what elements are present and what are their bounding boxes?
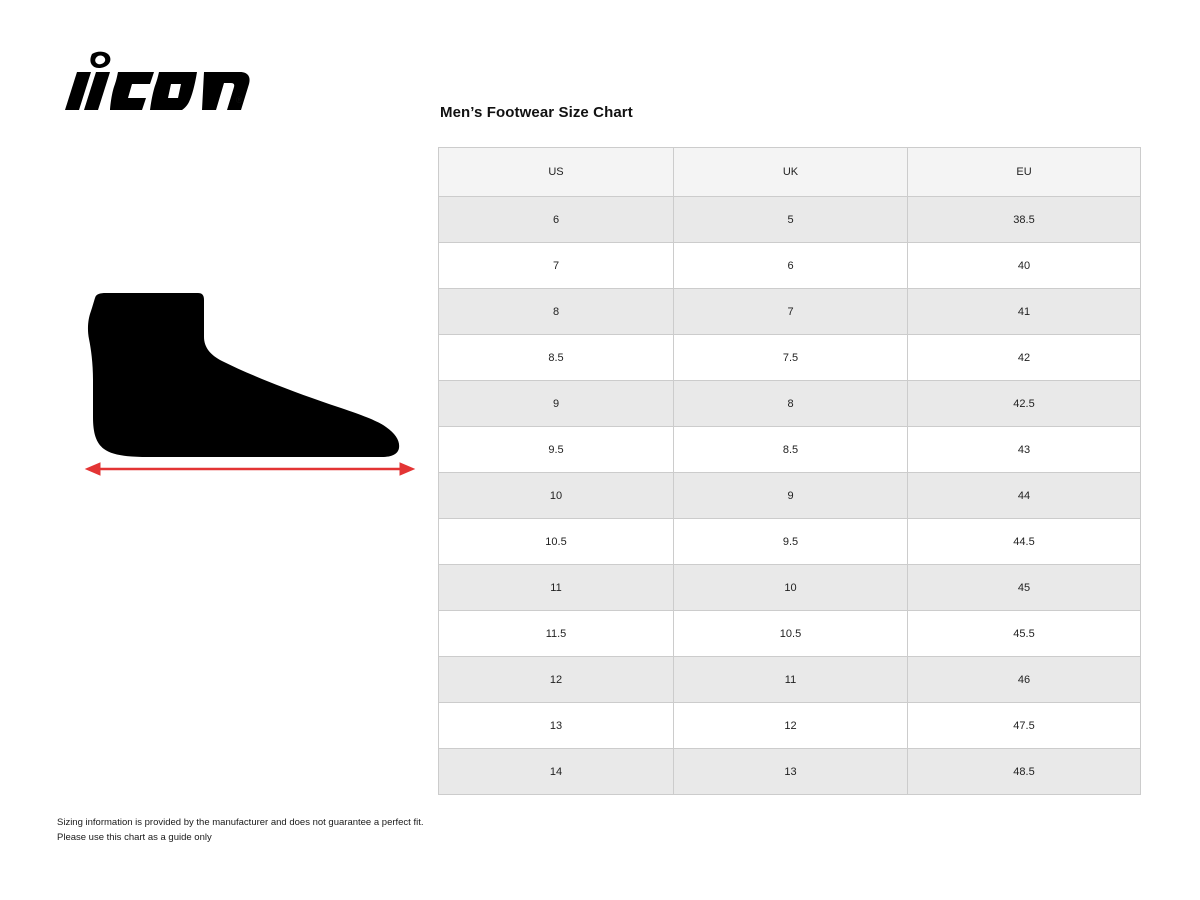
cell-eu: 48.5	[907, 748, 1141, 795]
disclaimer-line-2: Please use this chart as a guide only	[57, 831, 212, 843]
table-row: 9 8 42.5	[438, 380, 1141, 427]
cell-eu: 41	[907, 288, 1141, 335]
cell-uk: 8	[673, 380, 908, 427]
table-row: 10 9 44	[438, 472, 1141, 519]
cell-us: 9	[438, 380, 674, 427]
cell-us: 6	[438, 196, 674, 243]
cell-eu: 45.5	[907, 610, 1141, 657]
size-chart-panel: Men’s Footwear Size Chart US UK EU 6 5 3…	[438, 104, 1141, 795]
cell-uk: 10.5	[673, 610, 908, 657]
cell-eu: 44	[907, 472, 1141, 519]
cell-us: 9.5	[438, 426, 674, 473]
double-headed-measure-arrow-icon	[84, 462, 416, 476]
cell-uk: 6	[673, 242, 908, 289]
column-header-uk: UK	[673, 147, 908, 197]
icon-wordmark-logo	[58, 48, 258, 118]
registered-trademark-icon: ®	[236, 95, 243, 105]
table-row: 14 13 48.5	[438, 748, 1141, 795]
cell-eu: 43	[907, 426, 1141, 473]
table-row: 9.5 8.5 43	[438, 426, 1141, 473]
cell-uk: 11	[673, 656, 908, 703]
cell-uk: 12	[673, 702, 908, 749]
table-row: 11 10 45	[438, 564, 1141, 611]
column-header-us: US	[438, 147, 674, 197]
cell-eu: 47.5	[907, 702, 1141, 749]
cell-uk: 7.5	[673, 334, 908, 381]
disclaimer-line-1: Sizing information is provided by the ma…	[57, 817, 424, 828]
cell-uk: 8.5	[673, 426, 908, 473]
table-row: 8.5 7.5 42	[438, 334, 1141, 381]
cell-us: 11.5	[438, 610, 674, 657]
cell-us: 7	[438, 242, 674, 289]
table-row: 10.5 9.5 44.5	[438, 518, 1141, 565]
cell-uk: 7	[673, 288, 908, 335]
disclaimer-note: Sizing information is provided by the ma…	[57, 816, 517, 845]
page-title: Men’s Footwear Size Chart	[440, 104, 633, 121]
cell-uk: 5	[673, 196, 908, 243]
cell-uk: 9	[673, 472, 908, 519]
cell-us: 13	[438, 702, 674, 749]
cell-uk: 13	[673, 748, 908, 795]
cell-us: 12	[438, 656, 674, 703]
foot-silhouette-illustration	[70, 285, 420, 485]
cell-us: 14	[438, 748, 674, 795]
cell-us: 10	[438, 472, 674, 519]
cell-us: 11	[438, 564, 674, 611]
cell-uk: 9.5	[673, 518, 908, 565]
cell-eu: 42.5	[907, 380, 1141, 427]
cell-eu: 40	[907, 242, 1141, 289]
cell-eu: 45	[907, 564, 1141, 611]
table-header-row: US UK EU	[438, 147, 1141, 197]
cell-eu: 46	[907, 656, 1141, 703]
column-header-eu: EU	[907, 147, 1141, 197]
cell-us: 10.5	[438, 518, 674, 565]
cell-eu: 38.5	[907, 196, 1141, 243]
cell-us: 8	[438, 288, 674, 335]
size-chart-table: US UK EU 6 5 38.5 7 6 40 8 7	[438, 147, 1141, 795]
table-row: 6 5 38.5	[438, 196, 1141, 243]
cell-eu: 42	[907, 334, 1141, 381]
table-row: 7 6 40	[438, 242, 1141, 289]
foot-silhouette-icon	[87, 293, 400, 457]
table-row: 12 11 46	[438, 656, 1141, 703]
table-row: 8 7 41	[438, 288, 1141, 335]
cell-uk: 10	[673, 564, 908, 611]
table-row: 11.5 10.5 45.5	[438, 610, 1141, 657]
table-row: 13 12 47.5	[438, 702, 1141, 749]
cell-eu: 44.5	[907, 518, 1141, 565]
cell-us: 8.5	[438, 334, 674, 381]
